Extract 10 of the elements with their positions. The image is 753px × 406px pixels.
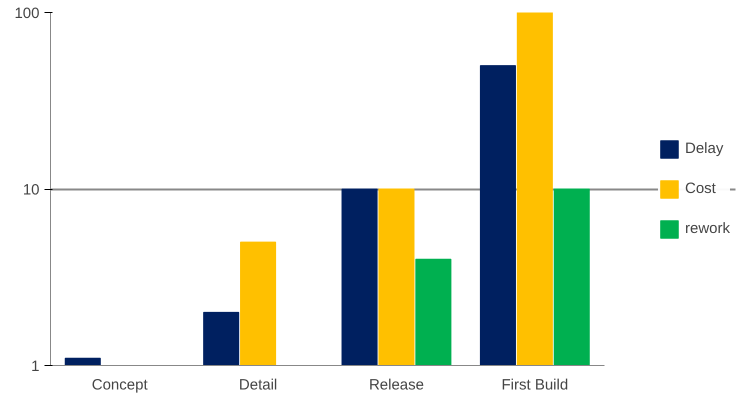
x-tick-label: Release: [368, 376, 424, 394]
legend-label: Cost: [684, 180, 716, 197]
y-tick-label: 1: [31, 358, 40, 375]
x-tick-label: Detail: [238, 376, 278, 394]
x-tick-label: First Build: [502, 376, 568, 394]
y-tick-label: 100: [14, 5, 40, 22]
y-tick-label: 10: [22, 182, 40, 198]
x-tick-label: Concept: [92, 376, 148, 394]
legend-label: Delay: [684, 140, 724, 157]
legend-label: rework: [684, 220, 730, 237]
